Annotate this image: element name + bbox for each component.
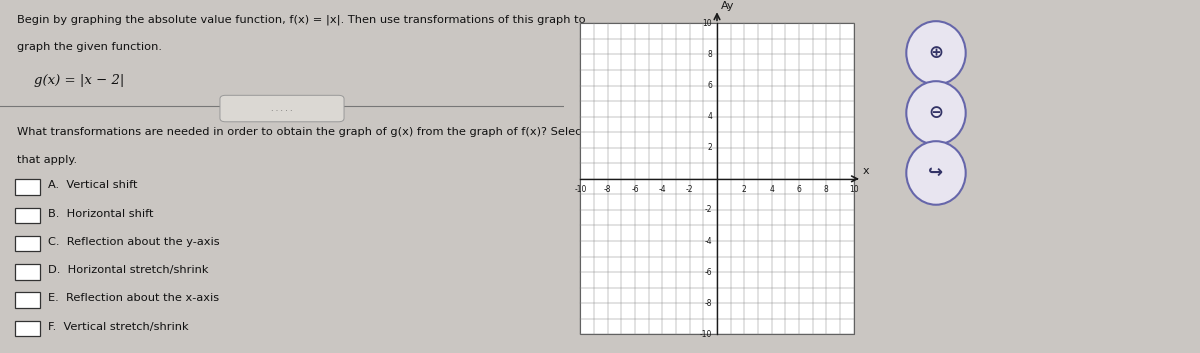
FancyBboxPatch shape xyxy=(16,321,40,336)
Text: graph the given function.: graph the given function. xyxy=(17,42,162,52)
Text: 2: 2 xyxy=(708,143,713,152)
Text: A.  Vertical shift: A. Vertical shift xyxy=(48,180,138,190)
Text: -8: -8 xyxy=(604,185,612,194)
Text: Begin by graphing the absolute value function, f(x) = |x|. Then use transformati: Begin by graphing the absolute value fun… xyxy=(17,14,586,25)
Text: ⊖: ⊖ xyxy=(929,104,943,122)
Text: Ay: Ay xyxy=(721,1,734,11)
Text: -2: -2 xyxy=(686,185,694,194)
Text: 6: 6 xyxy=(797,185,802,194)
Text: -6: -6 xyxy=(704,268,713,277)
Text: -6: -6 xyxy=(631,185,638,194)
Text: x: x xyxy=(863,166,869,176)
Text: 6: 6 xyxy=(707,81,713,90)
Text: 10: 10 xyxy=(848,185,858,194)
Text: 4: 4 xyxy=(707,112,713,121)
Text: F.  Vertical stretch/shrink: F. Vertical stretch/shrink xyxy=(48,322,188,331)
Text: 2: 2 xyxy=(742,185,746,194)
Text: ⊕: ⊕ xyxy=(929,44,943,62)
Text: 10: 10 xyxy=(702,19,713,28)
FancyBboxPatch shape xyxy=(16,236,40,251)
Text: that apply.: that apply. xyxy=(17,155,77,165)
Circle shape xyxy=(906,81,966,145)
Text: 4: 4 xyxy=(769,185,774,194)
Text: g(x) = |x − 2|: g(x) = |x − 2| xyxy=(34,74,125,87)
Circle shape xyxy=(906,141,966,205)
Text: E.  Reflection about the x-axis: E. Reflection about the x-axis xyxy=(48,293,220,303)
FancyBboxPatch shape xyxy=(220,95,344,122)
Text: 8: 8 xyxy=(824,185,829,194)
Text: What transformations are needed in order to obtain the graph of g(x) from the gr: What transformations are needed in order… xyxy=(17,127,602,137)
Text: -10: -10 xyxy=(700,330,713,339)
Circle shape xyxy=(906,21,966,85)
Text: -4: -4 xyxy=(659,185,666,194)
Text: -10: -10 xyxy=(575,185,587,194)
Text: B.  Horizontal shift: B. Horizontal shift xyxy=(48,209,154,219)
Text: -8: -8 xyxy=(704,299,713,308)
Text: 8: 8 xyxy=(708,50,713,59)
Text: -2: -2 xyxy=(704,205,713,214)
FancyBboxPatch shape xyxy=(16,179,40,195)
FancyBboxPatch shape xyxy=(581,23,853,334)
FancyBboxPatch shape xyxy=(16,292,40,308)
FancyBboxPatch shape xyxy=(16,264,40,280)
Text: C.  Reflection about the y-axis: C. Reflection about the y-axis xyxy=(48,237,220,247)
Text: D.  Horizontal stretch/shrink: D. Horizontal stretch/shrink xyxy=(48,265,209,275)
Text: -4: -4 xyxy=(704,237,713,246)
FancyBboxPatch shape xyxy=(16,208,40,223)
Text: . . . . .: . . . . . xyxy=(271,104,293,113)
Text: ↪: ↪ xyxy=(929,164,943,182)
